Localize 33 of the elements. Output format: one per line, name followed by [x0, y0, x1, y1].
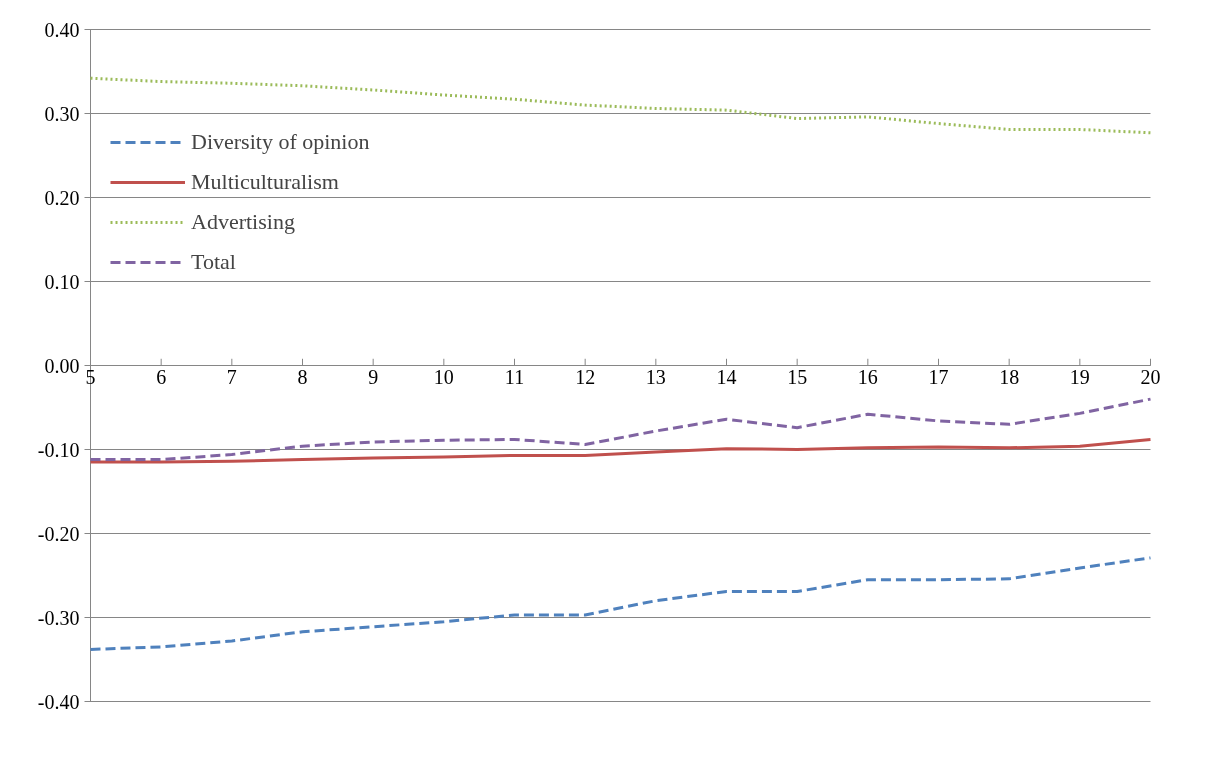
x-tick-label: 11: [504, 365, 525, 388]
y-tick-label: 0.40: [44, 18, 80, 41]
x-tick-label: 7: [226, 365, 237, 388]
x-tick-label: 12: [575, 365, 596, 388]
y-tick-label: -0.40: [37, 690, 80, 713]
x-tick-label: 16: [857, 365, 878, 388]
x-tick-label: 6: [156, 365, 167, 388]
y-tick-label: -0.20: [37, 522, 80, 545]
x-tick-label: 18: [999, 365, 1020, 388]
line-series: [89, 556, 1152, 651]
x-tick-label: 5: [85, 365, 96, 388]
y-tick-label: 0.30: [44, 102, 80, 125]
line-series: [89, 437, 1152, 464]
x-tick-label: 9: [368, 365, 379, 388]
x-tick-label: 8: [297, 365, 308, 388]
y-tick-label: -0.30: [37, 606, 80, 629]
x-tick-label: 19: [1069, 365, 1090, 388]
line-series: [89, 76, 1152, 135]
x-tick-label: 14: [716, 365, 737, 388]
x-tick-label: 15: [787, 365, 808, 388]
x-tick-label: 13: [645, 365, 666, 388]
y-tick-label: 0.00: [44, 354, 80, 377]
x-tick-label: 10: [433, 365, 454, 388]
legend-label: Diversity of opinion: [191, 129, 370, 155]
legend-label: Total: [191, 249, 236, 275]
x-tick-label: 20: [1140, 365, 1161, 388]
line-series: [89, 397, 1152, 462]
x-tick-label: 17: [928, 365, 949, 388]
y-tick-label: 0.20: [44, 186, 80, 209]
y-tick-label: -0.10: [37, 438, 80, 461]
y-tick-label: 0.10: [44, 270, 80, 293]
legend-label: Multiculturalism: [191, 169, 339, 195]
legend-label: Advertising: [191, 209, 295, 235]
